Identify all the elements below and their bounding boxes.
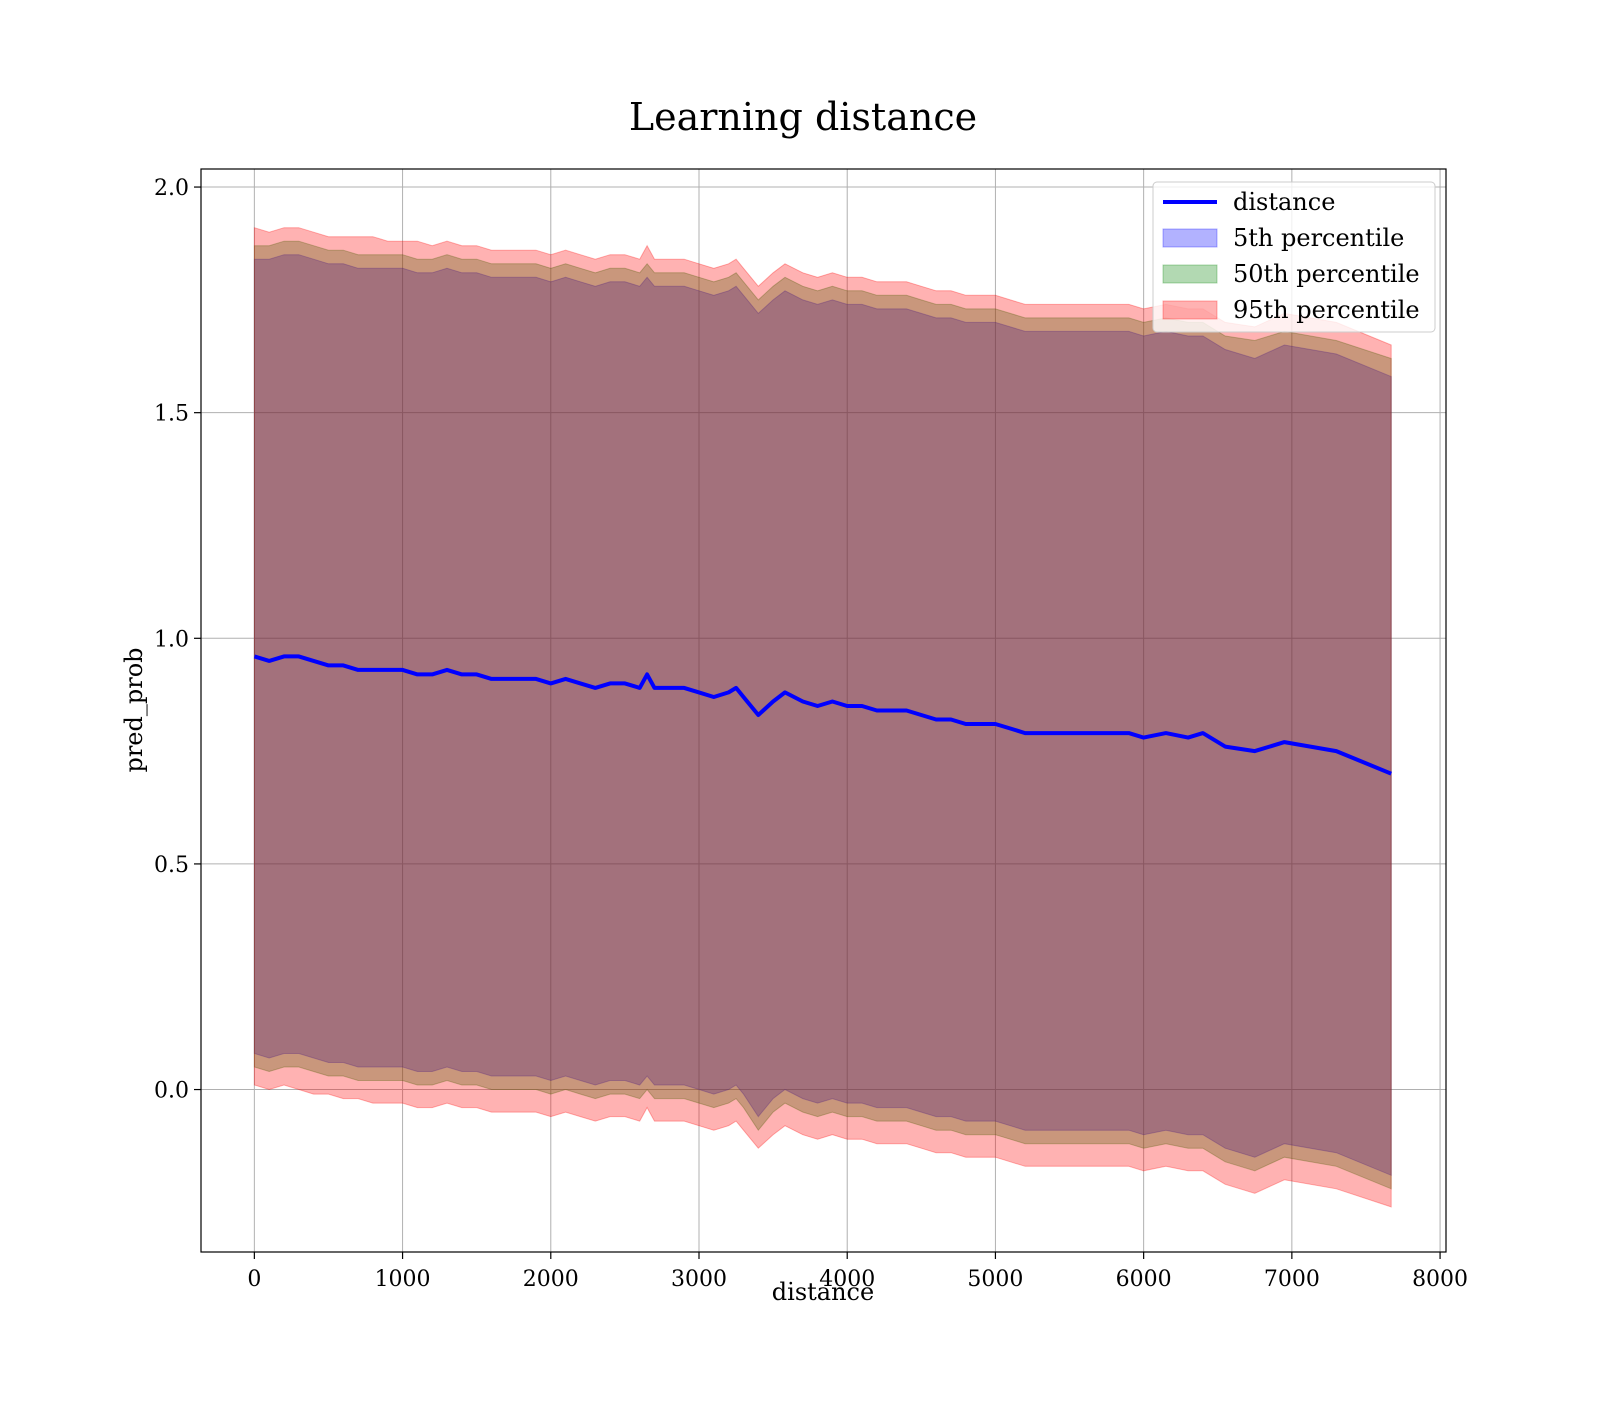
legend-swatch-50th-percentile: [1162, 264, 1218, 284]
y-tick-label: 1.0: [154, 627, 189, 652]
grid-lines: [201, 169, 1446, 1252]
x-tick-label: 6000: [1116, 1267, 1172, 1292]
legend: distance 5th percentile 50th percentile 95t…: [1152, 181, 1436, 333]
y-tick-label: 0.0: [154, 1079, 189, 1104]
y-tick-label: 1.5: [154, 402, 189, 427]
legend-label-50th-percentile: 50th percentile: [1233, 260, 1420, 288]
x-tick-label: 5000: [967, 1267, 1023, 1292]
y-tick-label: 0.5: [154, 853, 189, 878]
plot-frame: [200, 168, 1447, 1253]
band-95th-percentile: [253, 227, 1392, 1208]
x-tick-label: 7000: [1264, 1267, 1320, 1292]
x-axis-ticks: 0 1000 2000 3000 4000 5000 6000 7000 8000: [247, 1252, 1468, 1292]
legend-label-95th-percentile: 95th percentile: [1233, 296, 1420, 324]
x-tick-label: 8000: [1412, 1267, 1468, 1292]
y-axis-title: pred_prob: [120, 647, 148, 772]
y-axis-ticks: 0.0 0.5 1.0 1.5 2.0: [154, 176, 201, 1104]
x-tick-label: 1000: [375, 1267, 431, 1292]
legend-box: [1152, 181, 1436, 333]
plot-area: [201, 169, 1446, 1252]
legend-label-distance: distance: [1233, 188, 1335, 216]
chart-title: Learning distance: [629, 95, 977, 139]
band-5th-percentile: [253, 254, 1392, 1177]
band-50th-percentile: [253, 240, 1392, 1190]
percentile-bands: [253, 227, 1392, 1208]
x-tick-label: 2000: [523, 1267, 579, 1292]
distance-line: [253, 654, 1392, 776]
x-axis-title: distance: [772, 1278, 874, 1306]
legend-swatch-95th-percentile: [1162, 300, 1218, 320]
x-tick-label: 3000: [671, 1267, 727, 1292]
legend-label-5th-percentile: 5th percentile: [1233, 224, 1404, 252]
y-tick-label: 2.0: [154, 176, 189, 201]
legend-swatch-5th-percentile: [1162, 228, 1218, 248]
x-tick-label: 4000: [819, 1267, 875, 1292]
x-tick-label: 0: [247, 1267, 261, 1292]
